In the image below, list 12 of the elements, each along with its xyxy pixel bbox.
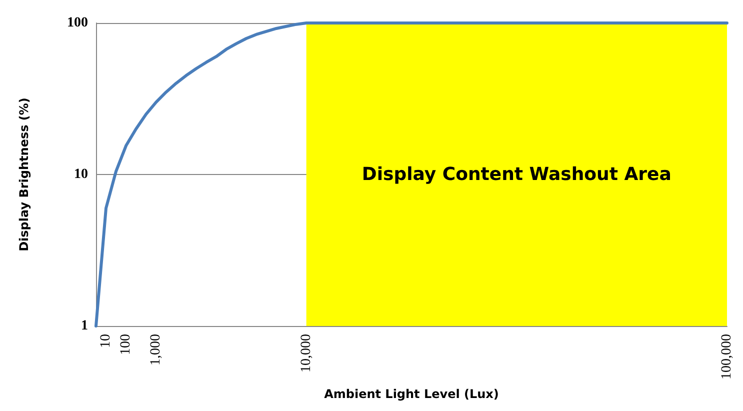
band-label: Display Content Washout Area — [362, 164, 672, 185]
x-tick-label: 10 — [98, 334, 114, 348]
y-tick-label: 1 — [81, 318, 88, 334]
y-tick-label: 10 — [74, 167, 88, 182]
x-tick-label: 100,000 — [720, 334, 734, 380]
y-tick-label: 100 — [67, 16, 88, 30]
y-axis-title: Display Brightness (%) — [17, 98, 31, 252]
x-axis-title: Ambient Light Level (Lux) — [324, 387, 499, 401]
x-tick-label: 100 — [118, 334, 134, 355]
line-series — [94, 22, 728, 328]
x-tick-label: 10,000 — [298, 334, 314, 372]
x-tick-label: 1,000 — [148, 334, 164, 366]
